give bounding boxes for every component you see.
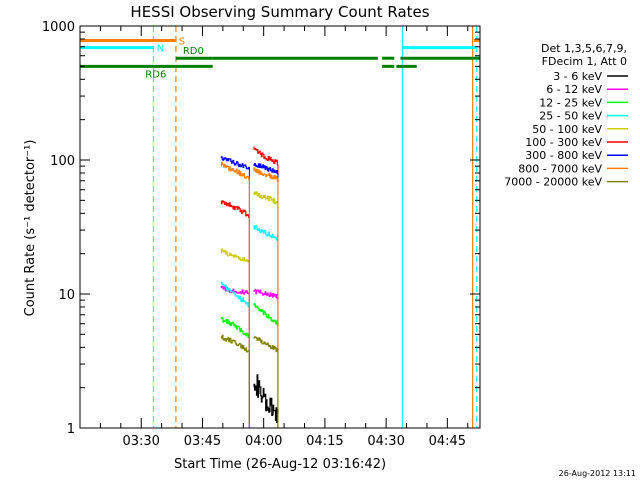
series-6-12keV-seg0 [220,285,250,295]
plot-frame [79,25,481,429]
legend-entry-label: 300 - 800 keV [525,149,602,162]
series-50-100keV-seg1 [253,191,279,205]
series-800-7000keV-seg1 [253,167,279,182]
flag-layer: S N RD0 RD6 [80,26,480,428]
series-50-100keV-seg0 [220,248,250,263]
legend-entry-label: 100 - 300 keV [525,136,602,149]
x-tick-label: 04:15 [306,434,343,449]
series-layer [220,146,279,428]
legend-entry-label: 12 - 25 keV [539,96,602,109]
series-25-50keV-seg1 [253,225,279,241]
series-3-6keV-seg0 [253,374,279,423]
legend-entry-label: 800 - 7000 keV [518,162,602,175]
series-300-800keV-seg1 [253,163,279,175]
x-tick-label: 03:30 [122,434,159,449]
y-tick-label: 1000 [42,20,75,35]
legend-header-line: Det 1,3,5,6,7,9, [541,42,627,55]
series-25-50keV-seg0 [220,281,250,308]
series-12-25keV-seg1 [253,303,279,326]
y-tick-label: 1 [67,422,75,437]
x-tick-label: 04:45 [429,434,466,449]
y-tick-label: 10 [58,288,75,303]
tick-layer: 1 10 100 1000 03:30 03:45 04:00 04:15 04:30 04:45 [42,20,480,449]
legend-entry-label: 50 - 100 keV [532,123,602,136]
flag-label-n: N [157,44,164,55]
footer-timestamp: 26-Aug-2012 13:11 [559,469,636,478]
flag-label-rd0: RD0 [183,46,204,57]
series-6-12keV-seg1 [253,288,279,300]
series-300-800keV-seg0 [220,156,250,170]
flag-label-rd6: RD6 [145,69,166,80]
chart-title: HESSI Observing Summary Count Rates [130,3,429,21]
x-tick-label: 04:00 [245,434,282,449]
series-100-300keV-seg1 [253,146,279,166]
legend-entry-label: 7000 - 20000 keV [504,176,602,189]
legend-entry-label: 6 - 12 keV [546,83,602,96]
x-axis-label: Start Time (26-Aug-12 03:16:42) [174,457,386,472]
series-7000-20000keV-seg1 [253,336,279,353]
x-tick-label: 04:30 [367,434,404,449]
series-12-25keV-seg0 [220,317,250,338]
legend-header-line: FDecim 1, Att 0 [542,55,627,68]
legend-entry-label: 3 - 6 keV [553,70,602,83]
y-axis-label: Count Rate (s⁻¹ detector⁻¹) [23,140,38,317]
flag-label-s: S [179,36,185,47]
legend-entry-label: 25 - 50 keV [539,110,602,123]
y-tick-label: 100 [50,154,75,169]
series-100-300keV-seg0 [220,200,250,218]
x-tick-label: 03:45 [184,434,221,449]
legend: Det 1,3,5,6,7,9,FDecim 1, Att 0 3 - 6 keV… [504,42,628,189]
series-800-7000keV-seg0 [220,161,250,181]
series-7000-20000keV-seg0 [220,334,250,353]
